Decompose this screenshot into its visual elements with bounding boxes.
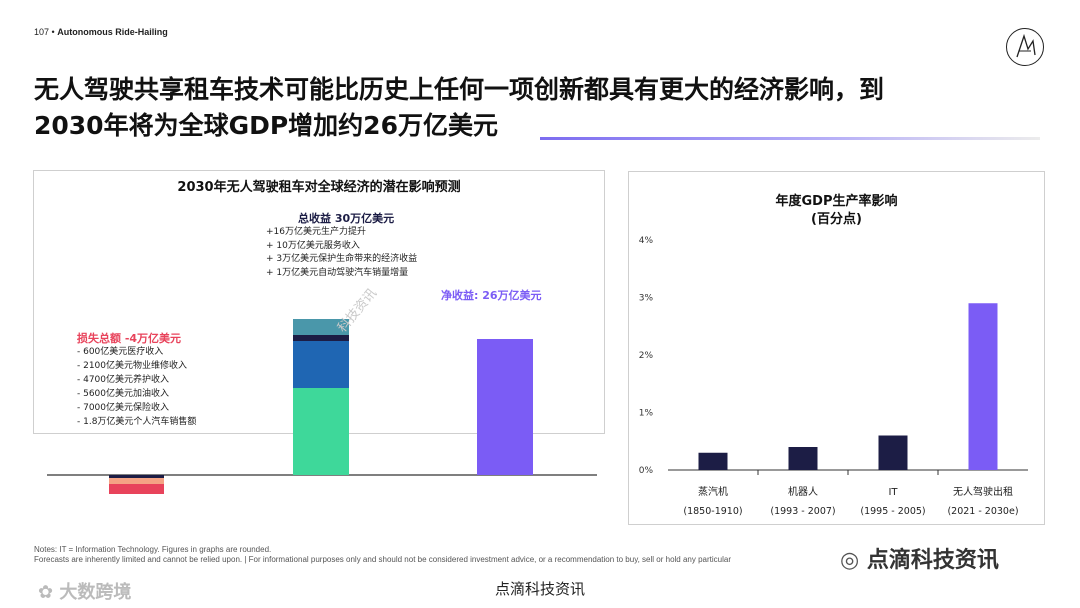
chart2-y-tick: 3%: [639, 294, 654, 304]
chart2-y-tick: 0%: [639, 466, 654, 476]
gain-item: + 1万亿美元自动驾驶汽车销量增量: [266, 267, 409, 278]
chart2-category-label: IT: [888, 487, 898, 498]
chart2-bar-3: [878, 435, 908, 470]
loss-item: - 5600亿美元加油收入: [77, 389, 170, 399]
loss-bar-orange: [109, 478, 164, 484]
page-number: 107: [34, 27, 50, 37]
brand-right: ◎ 点滴科技资讯: [840, 542, 999, 574]
loss-item: - 2100亿美元物业维修收入: [77, 361, 188, 371]
gain-item: +16万亿美元生产力提升: [266, 227, 366, 237]
wechat-icon: ◎: [840, 548, 860, 573]
footer-text: 点滴科技资讯: [494, 580, 585, 598]
chart2-bar-4: [968, 303, 998, 470]
chart2-category-label: 机器人: [788, 485, 818, 498]
net-bar: [477, 339, 533, 475]
gain-list: +16万亿美元生产力提升 + 10万亿美元服务收入 + 3万亿美元保护生命带来的…: [266, 226, 417, 280]
gain-item: + 3万亿美元保护生命带来的经济收益: [266, 254, 418, 264]
title-underline: [540, 137, 1040, 140]
gain-bar-services: [293, 341, 349, 388]
chart2-bar-2: [788, 447, 818, 470]
title-line-2: 2030年将为全球GDP增加约26万亿美元: [34, 111, 498, 140]
loss-bar-red: [109, 484, 164, 494]
brand-left-label: 大数跨境: [59, 582, 132, 603]
gain-bar-lives: [293, 335, 349, 341]
loss-item: - 600亿美元医疗收入: [77, 347, 164, 357]
chart2-period-label: (1995 - 2005): [860, 506, 925, 517]
chart2-category-label: 无人驾驶出租: [953, 485, 1013, 498]
chart2-bar-1: [698, 452, 728, 470]
chart2-period-label: (1993 - 2007): [770, 506, 835, 517]
chart2-category-label: 蒸汽机: [698, 485, 728, 498]
gain-bar-productivity: [293, 388, 349, 475]
net-heading: 净收益: 26万亿美元: [441, 289, 542, 302]
chart2-y-tick: 4%: [639, 236, 654, 246]
page-header: 107 • Autonomous Ride-Hailing: [34, 27, 168, 37]
title-line-1: 无人驾驶共享租车技术可能比历史上任何一项创新都具有更大的经济影响，到: [34, 75, 885, 104]
loss-bar-dark: [109, 475, 164, 478]
brand-left: ✿ 大数跨境: [38, 578, 131, 604]
chart1-title: 2030年无人驾驶租车对全球经济的潜在影响预测: [177, 180, 461, 195]
notes-line-2: Forecasts are inherently limited and can…: [34, 555, 731, 564]
section-label: Autonomous Ride-Hailing: [57, 27, 168, 37]
loss-heading: 损失总额 -4万亿美元: [77, 332, 182, 345]
chart2-title: 年度GDP生产率影响: [775, 194, 898, 209]
chart2-period-label: (2021 - 2030e): [947, 506, 1018, 517]
logo-glyph-icon: [1016, 33, 1036, 58]
gain-bar-av-sales: [293, 319, 349, 335]
loss-item: - 4700亿美元养护收入: [77, 375, 170, 385]
loss-list: - 600亿美元医疗收入 - 2100亿美元物业维修收入 - 4700亿美元养护…: [77, 345, 196, 429]
brand-left-icon: ✿: [38, 582, 54, 603]
loss-item: - 1.8万亿美元个人汽车销售额: [77, 417, 197, 427]
gain-heading: 总收益 30万亿美元: [298, 212, 395, 225]
logo-icon: [1006, 28, 1044, 66]
chart2-y-tick: 2%: [639, 351, 654, 361]
chart2-y-tick: 1%: [639, 409, 654, 419]
chart2-period-label: (1850-1910): [683, 506, 742, 517]
bullet: •: [51, 27, 58, 37]
brand-right-label: 点滴科技资讯: [866, 548, 999, 573]
chart2-subtitle: (百分点): [811, 212, 862, 227]
notes-line-1: Notes: IT = Information Technology. Figu…: [34, 545, 272, 554]
loss-item: - 7000亿美元保险收入: [77, 403, 170, 413]
gain-item: + 10万亿美元服务收入: [266, 240, 360, 251]
